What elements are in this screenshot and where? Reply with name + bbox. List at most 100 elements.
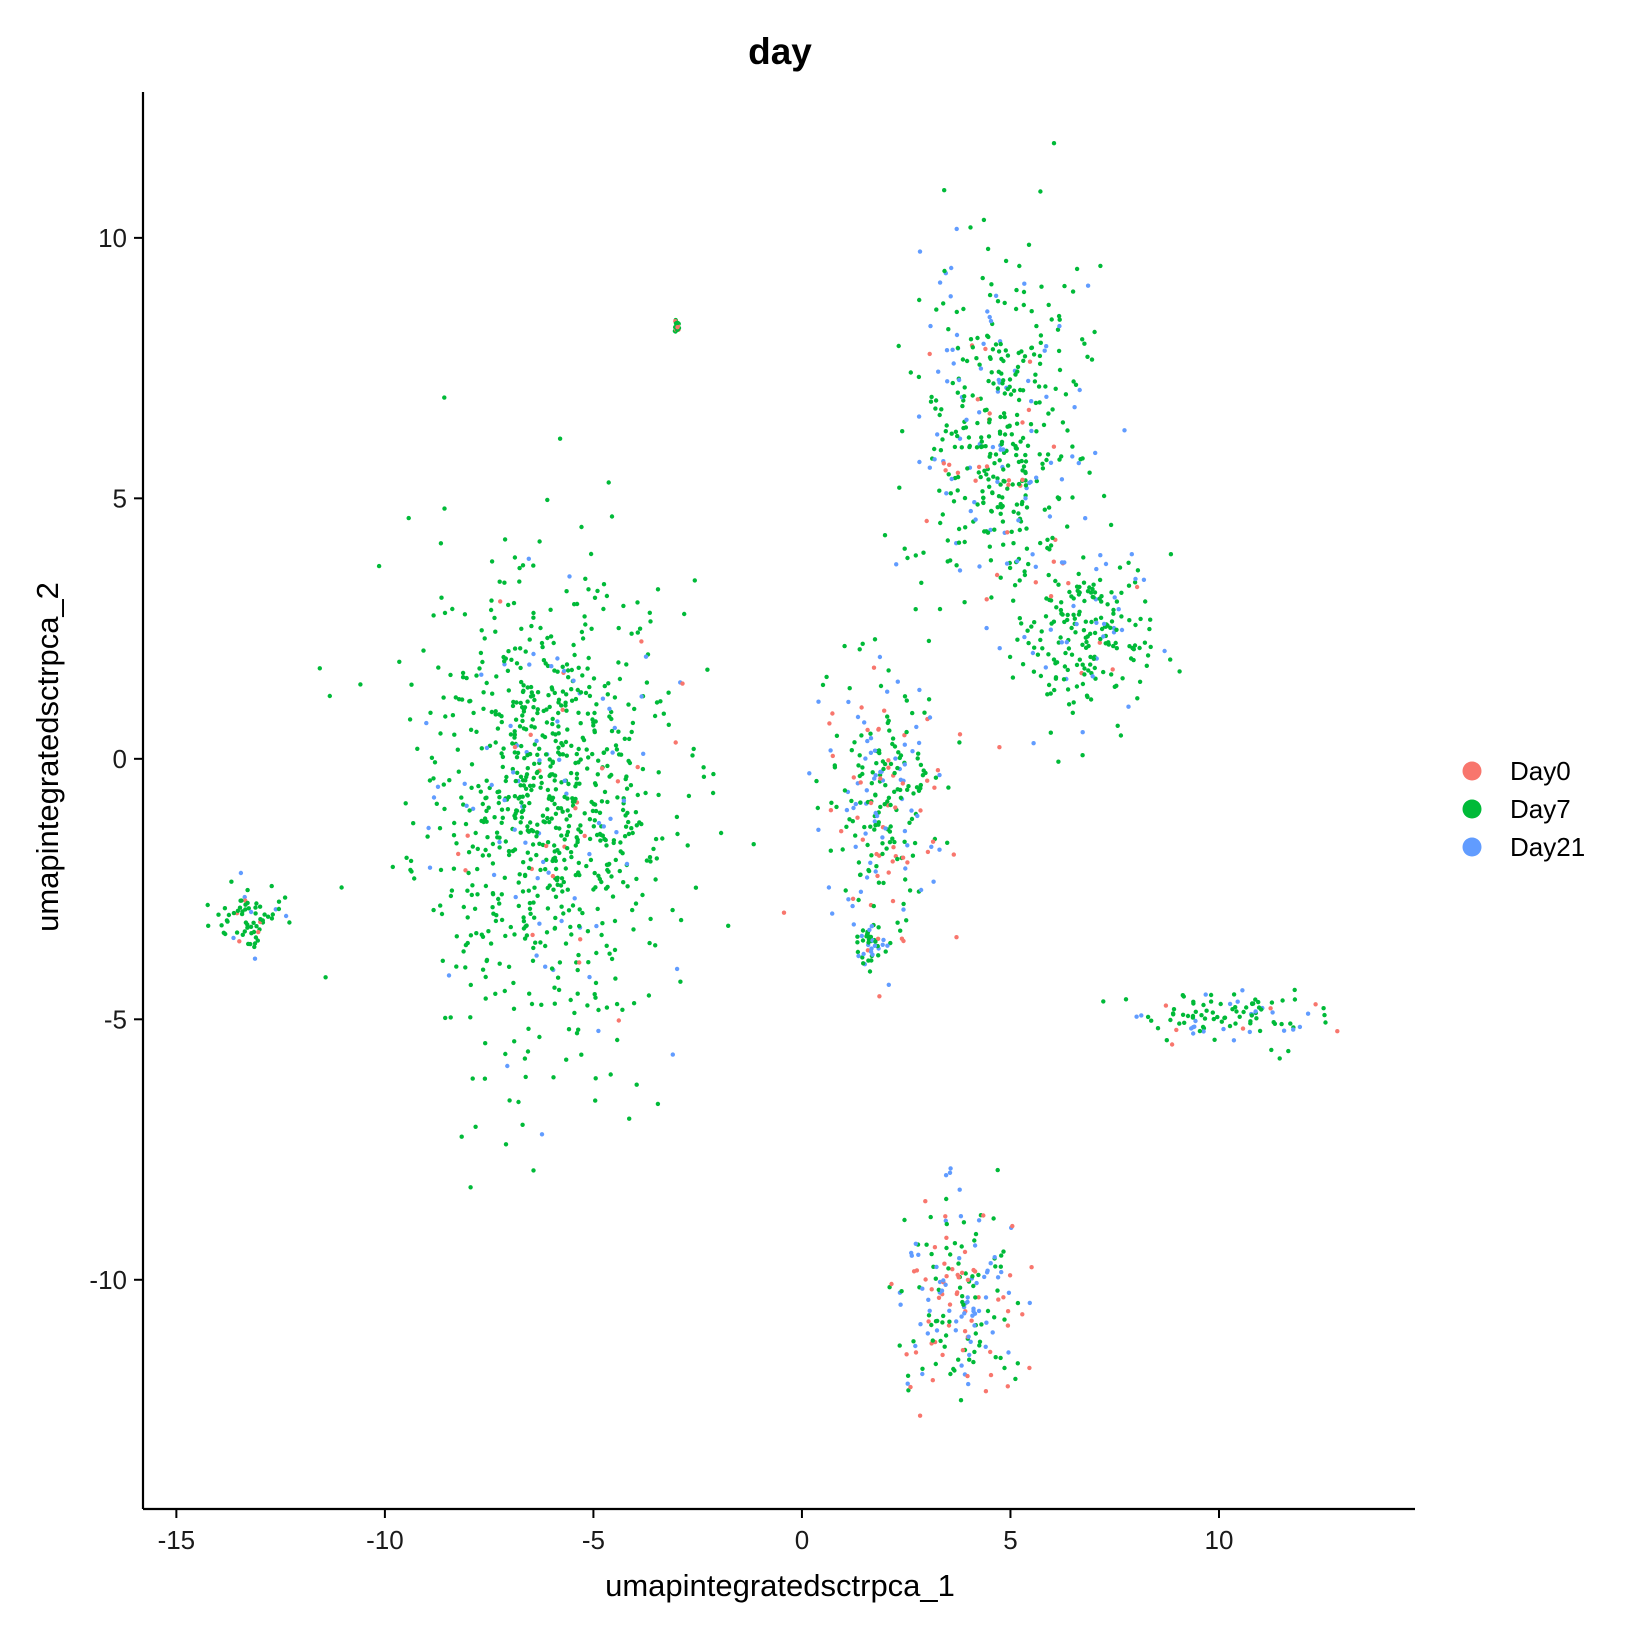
- point-day7: [552, 668, 557, 673]
- point-day21: [587, 851, 592, 857]
- point-day7: [515, 750, 521, 756]
- point-day21: [972, 500, 977, 505]
- point-day7: [497, 961, 502, 966]
- point-day7: [661, 711, 666, 716]
- point-day21: [1193, 1018, 1198, 1024]
- point-day7: [1098, 263, 1103, 269]
- point-day21: [549, 664, 554, 669]
- point-day7: [573, 696, 579, 702]
- point-day7: [282, 895, 288, 900]
- point-day0: [987, 411, 992, 416]
- point-day7: [538, 940, 543, 945]
- point-day0: [1110, 667, 1115, 672]
- point-day21: [559, 918, 564, 924]
- point-day21: [953, 1328, 958, 1333]
- point-day21: [612, 725, 617, 731]
- point-day7: [1037, 452, 1042, 457]
- point-day7: [529, 787, 534, 793]
- point-day7: [917, 297, 922, 303]
- point-day7: [535, 769, 540, 775]
- point-day7: [556, 806, 561, 811]
- point-day21: [427, 865, 433, 870]
- point-day7: [513, 778, 518, 784]
- point-day0: [237, 939, 242, 944]
- point-day21: [913, 1343, 918, 1349]
- point-day7: [577, 872, 582, 878]
- point-day7: [555, 975, 561, 980]
- point-day7: [999, 1253, 1004, 1258]
- point-day7: [531, 615, 536, 620]
- point-day7: [537, 841, 542, 846]
- point-day21: [947, 1170, 953, 1176]
- point-day7: [1091, 582, 1096, 587]
- point-day7: [559, 833, 564, 838]
- point-day7: [844, 824, 849, 829]
- point-day7: [243, 920, 249, 925]
- point-day7: [249, 931, 254, 936]
- point-day7: [403, 801, 408, 806]
- point-day0: [1001, 1295, 1006, 1300]
- point-day7: [974, 445, 980, 450]
- point-day7: [648, 619, 653, 624]
- point-day7: [993, 1264, 998, 1269]
- point-day0: [900, 781, 905, 786]
- point-day21: [607, 706, 612, 711]
- point-day7: [574, 771, 580, 776]
- point-day21: [987, 314, 992, 320]
- point-day7: [956, 1357, 961, 1362]
- point-day21: [1122, 428, 1127, 433]
- point-day7: [1254, 1016, 1259, 1021]
- point-day7: [254, 901, 259, 906]
- point-day7: [1021, 464, 1027, 469]
- point-day21: [537, 921, 542, 926]
- point-day21: [596, 1028, 601, 1034]
- point-day7: [666, 690, 671, 695]
- point-day7: [251, 920, 256, 925]
- point-day7: [593, 808, 599, 814]
- point-day0: [946, 1323, 952, 1328]
- point-day7: [499, 820, 504, 825]
- point-day7: [552, 1001, 557, 1006]
- point-day7: [486, 929, 491, 934]
- point-day21: [872, 943, 878, 948]
- point-day21: [1016, 518, 1021, 523]
- point-day21: [853, 844, 858, 849]
- point-day21: [1033, 564, 1039, 569]
- point-day7: [1088, 631, 1093, 636]
- point-day21: [431, 795, 437, 800]
- point-day7: [506, 964, 512, 969]
- point-day7: [1007, 654, 1013, 660]
- point-day7: [245, 887, 250, 893]
- point-day7: [1147, 626, 1152, 632]
- point-day0: [1020, 1312, 1025, 1317]
- point-day7: [489, 598, 494, 603]
- point-day7: [1016, 481, 1022, 487]
- point-day7: [916, 788, 922, 793]
- point-day0: [1005, 530, 1010, 535]
- point-day7: [989, 595, 994, 600]
- point-day21: [970, 1313, 975, 1318]
- point-day21: [844, 807, 850, 813]
- point-day7: [1171, 1012, 1176, 1017]
- point-day7: [970, 1274, 975, 1279]
- point-day7: [1131, 657, 1136, 663]
- point-day7: [614, 1001, 620, 1007]
- point-day7: [463, 965, 468, 970]
- point-day7: [596, 1007, 601, 1013]
- point-day7: [898, 928, 903, 933]
- point-day21: [464, 803, 469, 808]
- point-day7: [986, 477, 991, 482]
- point-day0: [550, 873, 556, 879]
- point-day21: [231, 935, 236, 941]
- point-day7: [517, 724, 523, 729]
- point-day7: [876, 880, 882, 885]
- point-day7: [1065, 524, 1070, 529]
- point-day7: [592, 595, 598, 600]
- point-day7: [556, 745, 561, 750]
- point-day7: [948, 1252, 953, 1257]
- point-day21: [916, 1252, 921, 1258]
- point-day7: [390, 864, 395, 870]
- point-day21: [523, 840, 528, 845]
- point-day7: [1069, 652, 1075, 657]
- point-day7: [478, 650, 484, 656]
